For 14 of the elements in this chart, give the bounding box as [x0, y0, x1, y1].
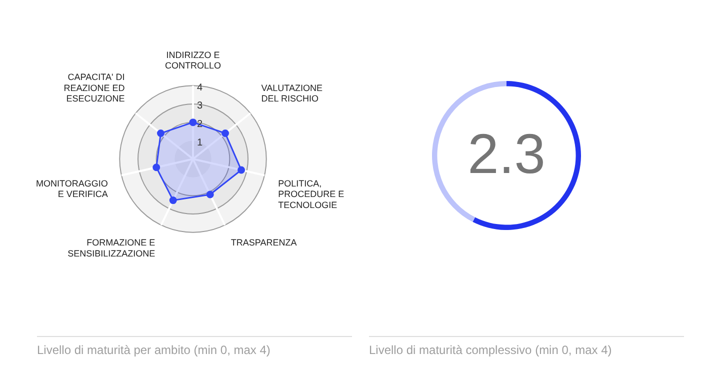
- spoke-label: TRASPARENZA: [230, 238, 297, 248]
- y-tick-label: 4: [197, 82, 203, 94]
- y-tick-label: 3: [197, 100, 203, 112]
- y-tick-label: 2: [197, 119, 203, 130]
- spoke-label: POLITICA, PROCEDURE E TECNOLOGIE: [278, 178, 344, 210]
- spoke-label: CAPACITA' DI REAZIONE ED ESECUZIONE: [64, 72, 126, 104]
- spoke-label: MONITORAGGIO E VERIFICA: [36, 178, 108, 200]
- spoke-label: INDIRIZZO E CONTROLLO: [164, 50, 222, 71]
- text: Livello di maturità per ambito (min 0, max 4): [37, 336, 352, 357]
- y-tick-label: 1: [197, 137, 203, 148]
- text: Livello di maturità complessivo (min 0, max 4): [369, 336, 684, 357]
- text: 2.3: [468, 122, 546, 185]
- spoke-label: FORMAZIONE E SENSIBILIZZAZIONE: [68, 238, 156, 258]
- spoke-label: VALUTAZIONE DEL RISCHIO: [261, 82, 322, 104]
